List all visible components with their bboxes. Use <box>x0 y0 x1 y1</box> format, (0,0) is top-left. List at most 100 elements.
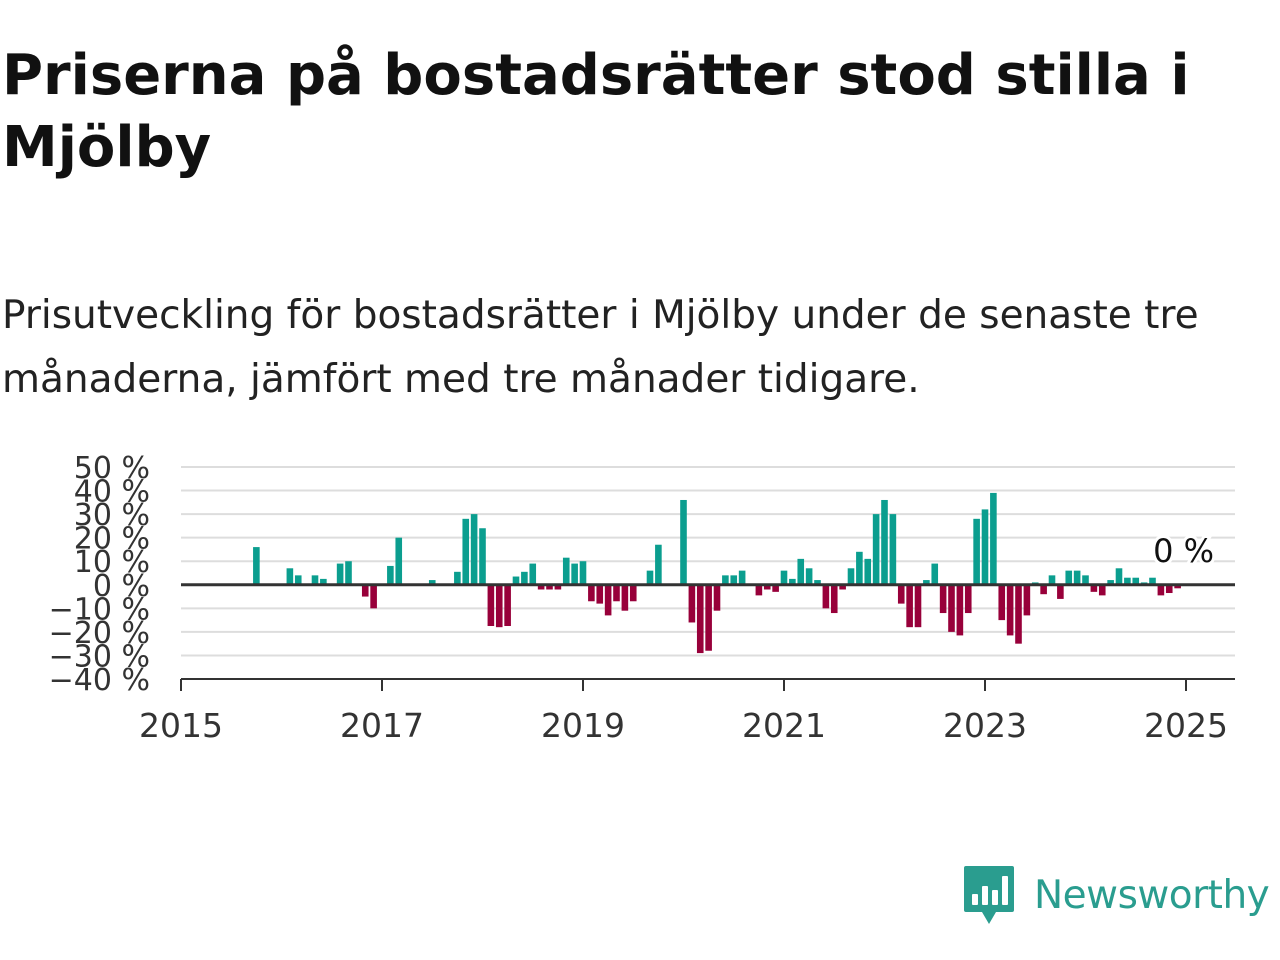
bar <box>998 584 1006 621</box>
bar <box>1174 584 1181 589</box>
bar <box>722 575 729 585</box>
bar <box>537 584 545 590</box>
bar <box>604 584 612 616</box>
y-tick-label: 0 % <box>93 569 150 604</box>
y-tick-label: 50 % <box>74 451 150 486</box>
bar <box>579 561 587 585</box>
bar <box>1115 568 1123 585</box>
bar <box>897 584 905 604</box>
y-tick-label: −10 % <box>49 592 150 627</box>
bar <box>286 568 294 585</box>
y-tick-label: −20 % <box>49 616 150 651</box>
bar <box>1132 577 1140 585</box>
bar <box>1107 580 1114 585</box>
bar <box>1157 584 1165 596</box>
bar <box>847 568 855 585</box>
bar <box>311 575 319 585</box>
bar <box>738 570 746 585</box>
bar <box>696 584 704 654</box>
bar <box>495 584 503 628</box>
bar <box>253 547 260 585</box>
bar <box>914 584 922 628</box>
bar <box>361 584 369 597</box>
bar <box>1073 570 1081 585</box>
newsworthy-logo-icon <box>964 866 1014 924</box>
bar <box>981 509 989 585</box>
bar <box>939 584 947 614</box>
bar <box>780 570 788 585</box>
x-tick-label: 2023 <box>943 706 1027 745</box>
x-tick-label: 2019 <box>541 706 625 745</box>
bar <box>990 492 997 585</box>
bar <box>1057 584 1064 599</box>
bar <box>428 580 436 585</box>
bar <box>629 584 637 602</box>
bar <box>730 575 738 585</box>
bar <box>906 584 913 628</box>
bar <box>931 563 939 585</box>
bar <box>1082 575 1089 585</box>
bar <box>948 584 955 632</box>
y-tick-label: 10 % <box>74 545 150 580</box>
bar <box>1065 570 1073 585</box>
x-tick-label: 2021 <box>742 706 826 745</box>
newsworthy-logo: Newsworthy <box>962 862 1270 928</box>
bar <box>521 571 528 585</box>
bar <box>588 584 595 602</box>
bar <box>872 514 880 585</box>
x-axis: 2015 2017 2019 2021 2023 2025 <box>139 678 1235 745</box>
bar <box>1165 584 1173 594</box>
bar <box>571 563 578 585</box>
bar <box>320 578 327 585</box>
brand-name: Newsworthy <box>1034 872 1270 918</box>
bar <box>956 584 964 636</box>
bar <box>370 584 377 609</box>
bar <box>395 537 403 585</box>
bar <box>1048 575 1056 585</box>
bar <box>763 584 771 590</box>
x-tick-label: 2015 <box>139 706 223 745</box>
y-tick-label: 30 % <box>74 498 150 533</box>
bar <box>470 514 478 585</box>
bar <box>294 575 302 585</box>
bar <box>512 576 520 585</box>
y-axis-tick-labels: 50 %40 %30 %20 %10 %0 %−10 %−20 %−30 %−4… <box>49 451 150 698</box>
bar <box>1090 584 1098 592</box>
y-tick-label: −30 % <box>49 639 150 674</box>
bar <box>973 518 980 585</box>
bar <box>755 584 763 596</box>
bar <box>596 584 604 604</box>
bar <box>814 580 821 585</box>
bar <box>1124 577 1131 585</box>
bar <box>336 563 344 585</box>
bar <box>655 544 662 585</box>
bar <box>688 584 696 623</box>
bar <box>713 584 721 611</box>
bar <box>454 571 461 585</box>
bar <box>789 578 796 585</box>
bar <box>479 528 486 585</box>
last-value-label: 0 % <box>1153 532 1214 570</box>
bar <box>554 584 562 590</box>
bar <box>613 584 620 602</box>
bar <box>504 584 511 626</box>
x-tick-label: 2025 <box>1144 706 1228 745</box>
bar <box>772 584 779 592</box>
bar <box>839 584 846 590</box>
bar <box>1023 584 1031 616</box>
bar <box>822 584 830 609</box>
bar <box>646 570 654 585</box>
bar <box>964 584 972 614</box>
bar <box>546 584 553 590</box>
bar <box>864 558 872 585</box>
bar <box>462 518 470 585</box>
bar <box>1040 584 1047 595</box>
bar <box>621 584 629 611</box>
chart-subtitle: Prisutveckling för bostadsrätter i Mjölb… <box>2 293 1199 402</box>
bar <box>487 584 495 626</box>
bar <box>830 584 838 614</box>
bar <box>387 565 394 585</box>
x-tick-label: 2017 <box>340 706 424 745</box>
bar <box>805 568 813 585</box>
bars <box>253 492 1181 654</box>
